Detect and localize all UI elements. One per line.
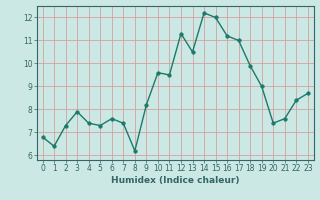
X-axis label: Humidex (Indice chaleur): Humidex (Indice chaleur) <box>111 176 239 185</box>
